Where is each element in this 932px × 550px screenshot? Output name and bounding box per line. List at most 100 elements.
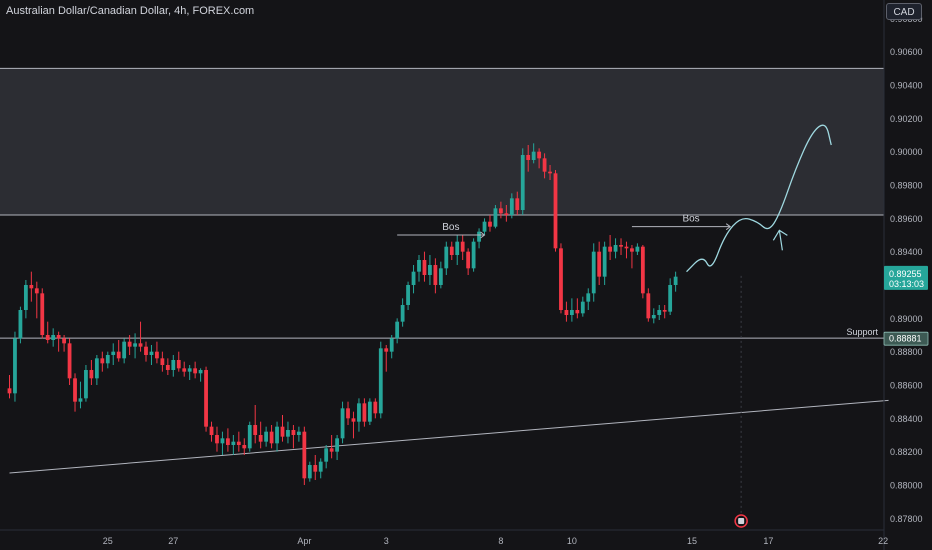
candle (275, 421, 279, 452)
candle (438, 261, 443, 289)
candle (160, 351, 165, 372)
candle (127, 335, 132, 355)
candle (400, 298, 405, 327)
candle (45, 321, 50, 344)
drawings-layer: Bos Bos (397, 124, 832, 528)
candle (247, 421, 252, 452)
candle-body (187, 368, 192, 372)
candle (18, 306, 23, 344)
candle (493, 205, 498, 229)
candle (122, 338, 127, 364)
currency-button[interactable]: CAD (886, 3, 922, 20)
candle (296, 426, 301, 442)
candle-body (433, 265, 438, 285)
candle (215, 426, 219, 452)
candle (264, 426, 269, 447)
candle-body (138, 343, 143, 347)
projection-path (686, 124, 832, 273)
candle-body (455, 241, 460, 255)
candle (51, 328, 56, 347)
candle-body (575, 310, 580, 314)
price-tick-label: 0.89400 (890, 247, 923, 257)
candle-body (324, 448, 329, 462)
chart-title: Australian Dollar/Canadian Dollar, 4h, F… (6, 5, 255, 17)
candle-body (329, 448, 334, 452)
candle (406, 281, 410, 310)
candle (586, 288, 591, 310)
candle-body (367, 401, 372, 422)
candle (78, 381, 83, 409)
candle (105, 351, 110, 369)
candle-body (286, 430, 290, 437)
time-tick-label: 27 (168, 536, 178, 546)
candle-body (182, 368, 187, 372)
bos-annotation: Bos (397, 222, 486, 239)
candle (226, 428, 230, 452)
candle (67, 338, 72, 385)
candle-body (89, 370, 94, 379)
candle (73, 373, 77, 412)
candle (624, 241, 629, 259)
candle (13, 331, 17, 402)
price-tick-label: 0.88600 (890, 381, 923, 391)
candle (646, 288, 651, 322)
price-tick-label: 0.89800 (890, 181, 923, 191)
time-tick-label: 22 (878, 536, 888, 546)
candle (34, 281, 39, 319)
candle (351, 411, 356, 439)
candle-body (176, 360, 181, 369)
candle (482, 218, 487, 235)
candle (575, 298, 580, 319)
candle-body (258, 435, 263, 442)
time-axis[interactable]: 25 27 Apr 3 8 10 15 17 22 (103, 536, 888, 546)
candle (302, 426, 307, 485)
candle (553, 170, 558, 252)
resistance-zone-layer (0, 67, 884, 216)
candle-body (515, 198, 520, 210)
candle-body (56, 335, 61, 339)
candle-body (504, 213, 509, 215)
candle (651, 308, 656, 324)
time-tick-label: 17 (763, 536, 773, 546)
bos-arrow-head (725, 223, 732, 231)
candle (548, 165, 552, 180)
candle (171, 355, 176, 377)
candle-body (537, 151, 542, 159)
candle-body (657, 310, 662, 315)
candle-body (133, 343, 137, 347)
candle-body (428, 265, 432, 275)
price-tick-label: 0.88800 (890, 347, 923, 357)
candle-body (580, 301, 585, 314)
candle (204, 366, 208, 432)
candle-body (624, 246, 629, 249)
candle-body (111, 351, 116, 355)
price-tick-label: 0.90000 (890, 147, 923, 157)
candle-body (564, 310, 569, 315)
resistance-zone (0, 68, 884, 215)
candle-body (608, 246, 612, 252)
support-price-badge-bg (883, 331, 929, 346)
candle (100, 351, 105, 372)
candle (455, 235, 460, 265)
candle (286, 421, 290, 444)
candle (307, 461, 312, 482)
candle (477, 228, 481, 249)
candle (280, 415, 285, 442)
candle-body (630, 248, 634, 252)
candle (673, 271, 678, 292)
candle (313, 455, 318, 480)
candle (559, 243, 563, 314)
price-tick-label: 0.90200 (890, 114, 923, 124)
candle (411, 265, 416, 294)
candle (62, 335, 66, 352)
time-tick-label: Apr (297, 536, 311, 546)
candle (608, 235, 612, 260)
candle-body (171, 360, 176, 370)
candle-body (302, 431, 307, 479)
price-tick-label: 0.88000 (890, 481, 923, 491)
candle-body (116, 351, 121, 359)
candle (29, 271, 34, 302)
calendar-event-icon (734, 514, 748, 528)
candle-body (165, 365, 170, 370)
